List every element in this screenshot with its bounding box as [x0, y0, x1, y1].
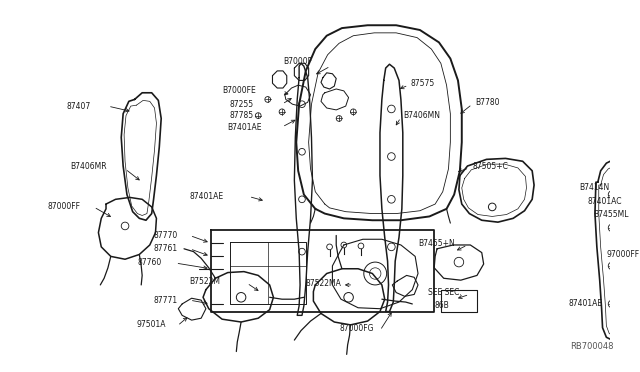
Text: B7000F: B7000F: [283, 57, 312, 66]
Text: B7406MR: B7406MR: [70, 163, 106, 171]
Text: 87401AC: 87401AC: [588, 197, 622, 206]
Text: 87771: 87771: [154, 296, 178, 305]
Text: RB700048: RB700048: [570, 342, 614, 351]
Text: 87785: 87785: [230, 111, 254, 120]
Text: B7406MN: B7406MN: [403, 111, 440, 120]
Text: 86B: 86B: [434, 301, 449, 310]
Text: B7522M: B7522M: [189, 277, 221, 286]
Text: 87505+C: 87505+C: [472, 161, 508, 170]
Text: 87000FG: 87000FG: [339, 324, 374, 333]
Text: SEE SEC.: SEE SEC.: [428, 288, 461, 297]
Text: 87770: 87770: [154, 231, 178, 240]
Text: 87761: 87761: [154, 244, 178, 253]
Text: B7000FE: B7000FE: [222, 86, 256, 95]
Text: B7414N: B7414N: [580, 183, 610, 192]
Text: 87000FF: 87000FF: [47, 202, 80, 211]
Text: 87401AE: 87401AE: [189, 192, 224, 201]
Text: B7401AE: B7401AE: [227, 122, 261, 132]
Text: 87255: 87255: [230, 100, 254, 109]
Text: 97000FF: 97000FF: [606, 250, 639, 259]
Text: B7455ML: B7455ML: [593, 210, 628, 219]
Text: B7455+N: B7455+N: [418, 238, 455, 248]
Text: 97501A: 97501A: [136, 320, 166, 329]
Text: 87401AE: 87401AE: [568, 299, 602, 308]
Text: 87522MA: 87522MA: [306, 279, 342, 288]
Text: 87407: 87407: [66, 102, 90, 110]
Text: 87760: 87760: [138, 257, 162, 267]
Text: B7780: B7780: [475, 98, 500, 107]
Text: 87575: 87575: [410, 79, 435, 88]
